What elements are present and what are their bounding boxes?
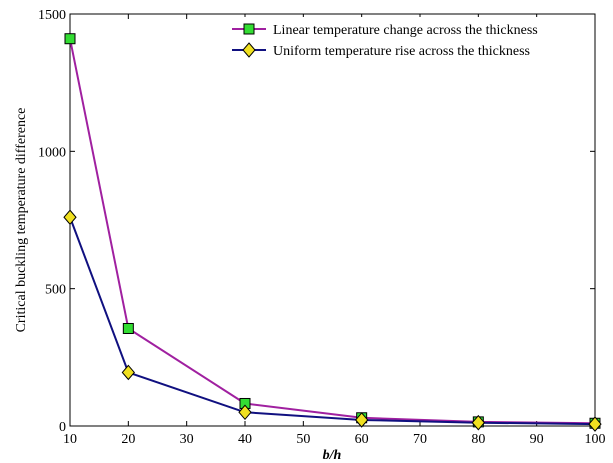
x-tick-label: 80	[471, 432, 485, 447]
x-axis-title: b/h	[323, 448, 342, 463]
legend-label: Linear temperature change across the thi…	[273, 23, 538, 38]
y-tick-label: 500	[45, 283, 66, 298]
x-tick-label: 30	[180, 432, 194, 447]
legend-square-marker	[244, 24, 254, 34]
legend-label: Uniform temperature rise across the thic…	[273, 44, 530, 59]
y-axis-title: Critical buckling temperature difference	[14, 108, 29, 333]
x-tick-label: 60	[355, 432, 369, 447]
x-tick-label: 10	[63, 432, 77, 447]
x-axis-tick-labels: 10 20 30 40 50 60 70 80 90 100	[63, 432, 606, 447]
legend-entry: Uniform temperature rise across the thic…	[232, 43, 530, 59]
x-tick-label: 20	[121, 432, 135, 447]
x-tick-label: 100	[585, 432, 606, 447]
plot-area	[70, 14, 595, 426]
x-tick-label: 40	[238, 432, 252, 447]
square-marker	[123, 323, 133, 333]
square-marker	[65, 34, 75, 44]
y-tick-label: 1000	[38, 145, 66, 160]
x-tick-label: 70	[413, 432, 427, 447]
x-tick-label: 50	[296, 432, 310, 447]
legend-entry: Linear temperature change across the thi…	[232, 23, 538, 38]
y-tick-label: 1500	[38, 8, 66, 23]
x-tick-label: 90	[530, 432, 544, 447]
legend: Linear temperature change across the thi…	[226, 17, 594, 65]
